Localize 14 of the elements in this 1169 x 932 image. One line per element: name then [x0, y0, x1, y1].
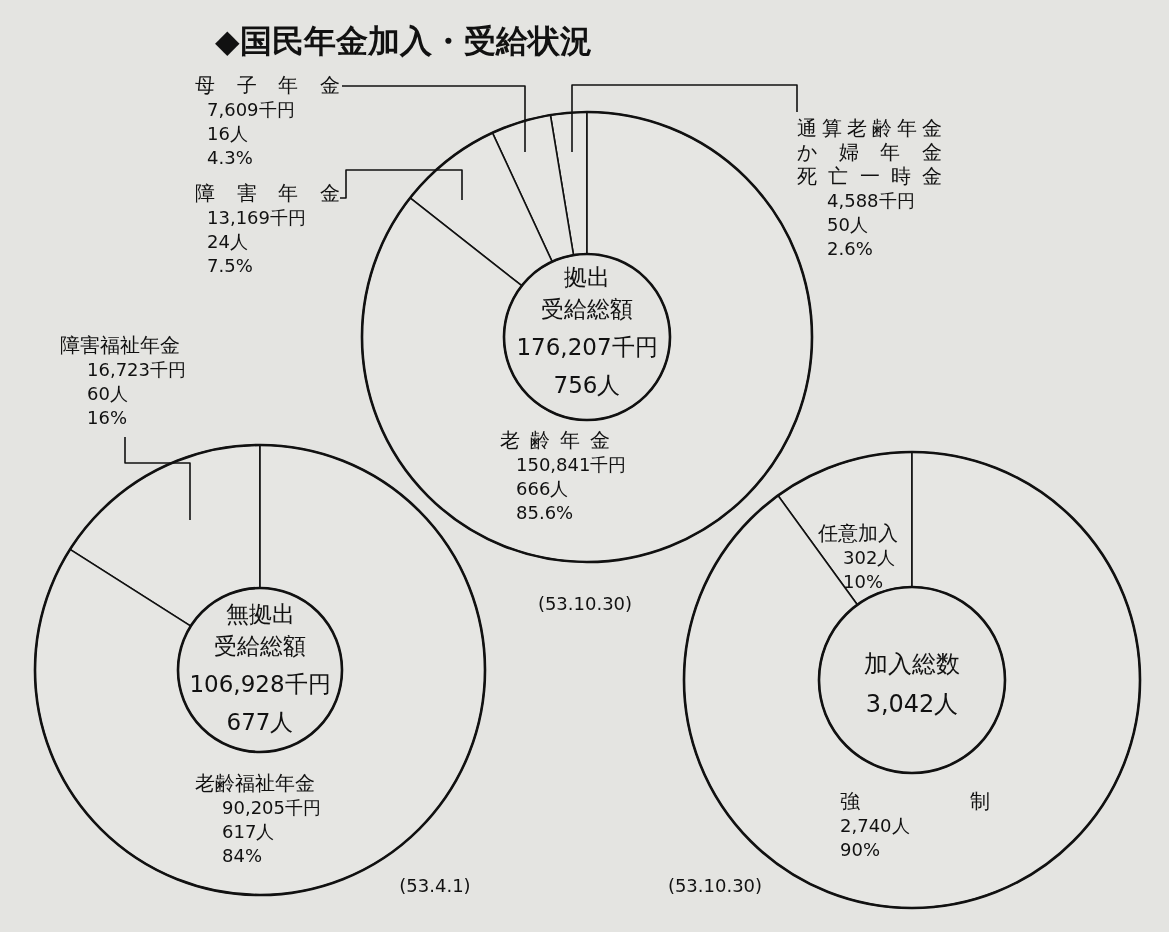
center-text: 3,042人	[865, 690, 959, 718]
center-text: 無拠出	[225, 601, 295, 627]
center-text: 106,928千円	[189, 671, 331, 697]
center-text: 受給総額	[541, 296, 633, 322]
note: (53.10.30)	[667, 875, 763, 896]
note: (53.4.1)	[399, 875, 471, 896]
center-text: 加入総数	[864, 650, 960, 678]
center-text: 拠出	[564, 264, 610, 290]
center-text: 677人	[226, 709, 294, 735]
note: (53.10.30)	[537, 593, 633, 614]
center-text: 176,207千円	[516, 334, 658, 360]
center-text: 756人	[553, 372, 621, 398]
center-text: 受給総額	[214, 633, 306, 659]
title: ◆国民年金加入・受給状況	[215, 22, 592, 60]
